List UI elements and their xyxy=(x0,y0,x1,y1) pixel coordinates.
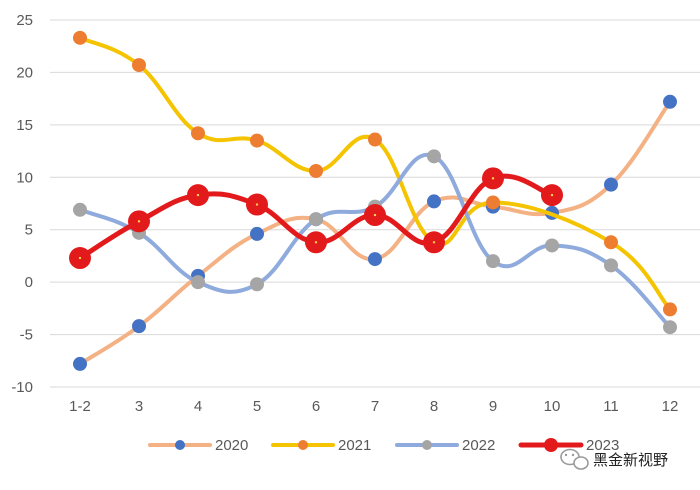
legend-item-2020: 2020 xyxy=(148,437,248,454)
series-2021 xyxy=(73,30,677,317)
legend-item-2021: 2021 xyxy=(271,437,371,454)
y-tick-label: 10 xyxy=(16,169,33,186)
x-tick-label: 3 xyxy=(135,398,143,415)
legend-swatch-marker xyxy=(298,440,308,450)
series-2022 xyxy=(73,149,677,335)
data-point xyxy=(663,94,677,109)
data-point xyxy=(486,195,500,210)
series-lines xyxy=(69,30,677,371)
legend-label: 2022 xyxy=(462,437,495,454)
data-point-center xyxy=(432,241,436,244)
legend-item-2022: 2022 xyxy=(395,437,495,454)
legend-label: 2021 xyxy=(338,437,371,454)
y-tick-label: 15 xyxy=(16,117,33,134)
y-tick-label: -10 xyxy=(11,379,33,396)
data-point-center xyxy=(78,256,82,260)
y-tick-label: 25 xyxy=(16,12,33,29)
y-tick-label: -5 xyxy=(20,327,33,344)
data-point xyxy=(132,58,146,73)
x-tick-label: 8 xyxy=(430,398,438,415)
data-point-center xyxy=(255,203,259,206)
legend-label: 2020 xyxy=(215,437,248,454)
data-point xyxy=(73,30,87,45)
data-point xyxy=(309,163,323,178)
data-point xyxy=(73,356,87,371)
gridlines xyxy=(50,19,700,388)
series-line xyxy=(78,35,672,312)
data-point xyxy=(73,202,87,217)
data-point xyxy=(368,132,382,147)
legend-swatch-marker xyxy=(544,438,558,452)
data-point xyxy=(545,238,559,253)
legend: 2020 2021 2022 2023 xyxy=(148,437,619,454)
x-tick-label: 1-2 xyxy=(69,398,91,415)
watermark: 黑金新视野 xyxy=(560,448,668,470)
data-point xyxy=(604,258,618,273)
data-point xyxy=(663,320,677,335)
wechat-icon xyxy=(560,448,589,470)
x-tick-label: 11 xyxy=(603,398,619,415)
data-point xyxy=(250,133,264,148)
y-tick-label: 20 xyxy=(16,64,33,81)
data-point-center xyxy=(196,193,200,197)
data-point xyxy=(604,177,618,192)
data-point xyxy=(427,194,441,209)
data-point-center xyxy=(137,220,141,223)
x-tick-label: 5 xyxy=(253,398,261,415)
y-tick-label: 0 xyxy=(25,274,33,291)
x-axis-ticks: 1-2 3 4 5 6 7 8 9 10 11 12 xyxy=(69,398,678,415)
x-tick-label: 12 xyxy=(662,398,679,415)
x-tick-label: 4 xyxy=(194,398,202,415)
data-point xyxy=(663,302,677,317)
data-point xyxy=(309,212,323,227)
y-tick-label: 5 xyxy=(25,222,33,239)
data-point xyxy=(250,277,264,292)
x-tick-label: 7 xyxy=(371,398,379,415)
series-2023 xyxy=(69,167,563,270)
watermark-text: 黑金新视野 xyxy=(593,451,668,469)
data-point xyxy=(250,226,264,241)
data-point xyxy=(191,275,205,290)
legend-label: 2023 xyxy=(586,437,619,454)
data-point xyxy=(427,149,441,164)
data-point-center xyxy=(373,213,377,217)
data-point xyxy=(486,254,500,269)
data-point-center xyxy=(550,193,554,197)
data-point xyxy=(132,319,146,334)
series-line xyxy=(78,152,672,330)
legend-item-2023: 2023 xyxy=(518,437,619,454)
data-point xyxy=(191,126,205,141)
data-point-center xyxy=(314,241,318,244)
data-point-center xyxy=(491,177,495,180)
x-tick-label: 6 xyxy=(312,398,320,415)
legend-swatch-marker xyxy=(422,440,432,450)
x-tick-label: 10 xyxy=(544,398,561,415)
data-point xyxy=(604,235,618,250)
x-tick-label: 9 xyxy=(489,398,497,415)
y-axis-ticks: 25 20 15 10 5 0 -5 -10 xyxy=(11,12,33,396)
legend-swatch-marker xyxy=(175,440,185,450)
data-point xyxy=(368,252,382,267)
